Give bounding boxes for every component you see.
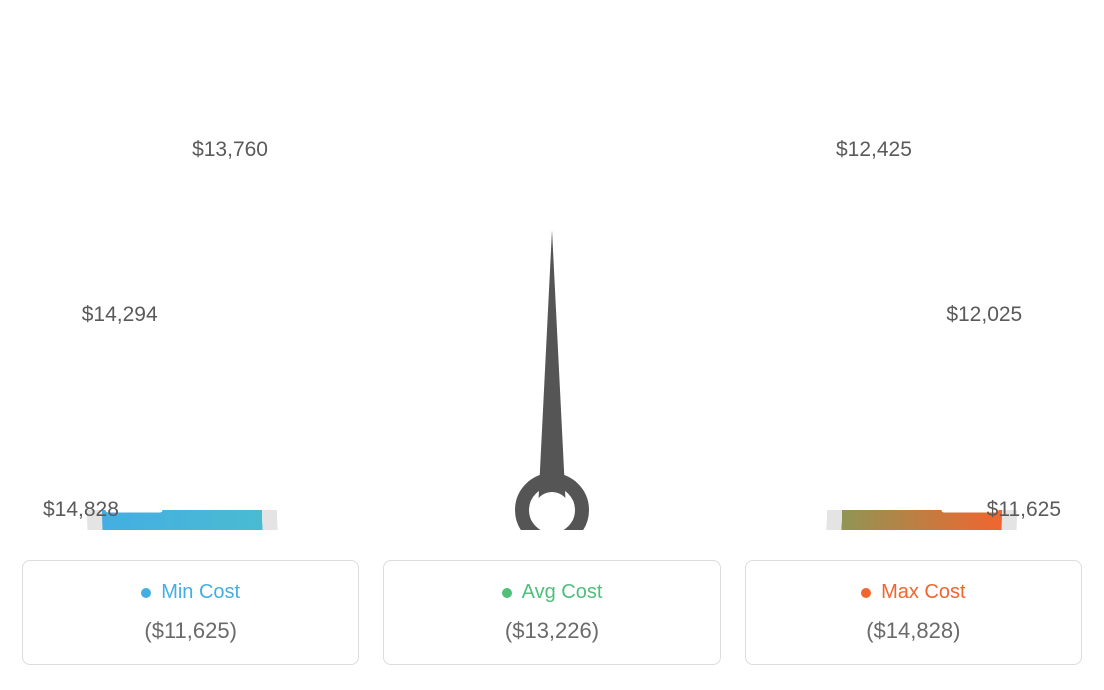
legend-title-min: Min Cost — [141, 581, 240, 604]
legend-card-avg: Avg Cost ($13,226) — [383, 560, 720, 665]
legend-value-avg: ($13,226) — [400, 618, 703, 644]
gauge-tick-label: $13,760 — [192, 138, 268, 162]
legend-card-min: Min Cost ($11,625) — [22, 560, 359, 665]
gauge-tick-label: $12,025 — [946, 303, 1022, 327]
legend-value-min: ($11,625) — [39, 618, 342, 644]
gauge-tick-label: $11,625 — [987, 498, 1061, 522]
gauge-tick-label: $14,294 — [82, 303, 158, 327]
legend-value-max: ($14,828) — [762, 618, 1065, 644]
gauge-tick-label: $13,226 — [514, 0, 590, 1]
legend-row: Min Cost ($11,625) Avg Cost ($13,226) Ma… — [22, 560, 1082, 665]
legend-label-max: Max Cost — [881, 581, 965, 604]
dot-icon — [502, 588, 512, 598]
legend-title-avg: Avg Cost — [502, 581, 603, 604]
gauge-svg — [22, 20, 1082, 530]
dot-icon — [141, 588, 151, 598]
dot-icon — [861, 588, 871, 598]
legend-label-min: Min Cost — [161, 581, 240, 604]
gauge-tick-label: $14,828 — [43, 498, 119, 522]
gauge-tick-label: $12,425 — [836, 138, 912, 162]
legend-label-avg: Avg Cost — [522, 581, 603, 604]
cost-gauge-chart: $11,625$12,025$12,425$13,226$13,760$14,2… — [22, 20, 1082, 530]
legend-card-max: Max Cost ($14,828) — [745, 560, 1082, 665]
legend-title-max: Max Cost — [861, 581, 965, 604]
